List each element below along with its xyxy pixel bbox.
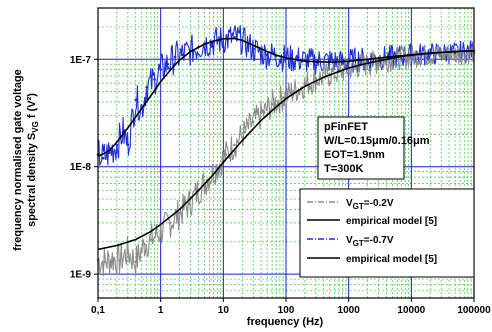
series-blue-point: [126, 143, 130, 147]
y-tick-label: 1E-9: [70, 270, 92, 281]
x-tick-label: 0,1: [91, 305, 105, 316]
series-gray-point: [159, 230, 162, 233]
series-gray-point: [270, 103, 274, 106]
series-gray-point: [168, 221, 172, 225]
series-blue-point: [134, 98, 138, 102]
x-tick-label: 10000: [397, 305, 425, 316]
y-axis-title-tail: f (V²): [26, 93, 38, 121]
series-blue-point: [145, 85, 149, 89]
series-gray-point: [291, 90, 295, 93]
legend-label-4: empirical model [5]: [346, 254, 437, 265]
series-gray-point: [178, 211, 181, 215]
series-blue-point: [153, 78, 156, 81]
series-blue-line: [97, 24, 475, 166]
legend-label-2: empirical model [5]: [346, 216, 437, 227]
series-blue-point: [259, 51, 263, 55]
series-gray-point: [458, 52, 462, 55]
annotation-line-3: EOT=1.9nm: [324, 149, 385, 161]
annotation-line-1: pFinFET: [324, 121, 368, 133]
series-blue-point: [159, 68, 162, 71]
y-axis-title-subscript: VG: [31, 121, 40, 133]
series-blue-point: [173, 55, 177, 59]
series-gray-point: [251, 120, 255, 124]
series-gray-point: [143, 242, 146, 246]
series-blue-point: [180, 53, 184, 57]
legend-label-3: VGT=-0.7V: [346, 235, 394, 248]
series-model-line: [97, 37, 475, 158]
series-gray-point: [187, 202, 190, 206]
annotation-line-4: T=300K: [324, 163, 363, 175]
series-blue-point: [115, 143, 119, 147]
x-axis-title: frequency (Hz): [247, 316, 324, 328]
series-layer: [96, 24, 476, 277]
x-tick-label: 100000: [457, 305, 491, 316]
series-gray-point: [224, 153, 228, 156]
y-tick-label: 1E-7: [70, 55, 92, 66]
annotation-box: pFinFET W/L=0.15μm/0.16μm EOT=1.9nm T=30…: [317, 116, 430, 180]
annotation-line-2: W/L=0.15μm/0.16μm: [324, 135, 430, 147]
series-gray-point: [134, 260, 138, 264]
series-gray-point: [149, 238, 153, 241]
series-gray-point: [118, 258, 121, 262]
x-tick-label: 10: [218, 305, 230, 316]
legend: VGT=-0.2V empirical model [5] VGT=-0.7V …: [299, 188, 475, 278]
legend-label-1: VGT=-0.2V: [346, 198, 394, 211]
y-axis-title-line-1: frequency normalised gate voltage: [12, 69, 24, 251]
series-blue-point: [166, 62, 170, 66]
y-tick-label: 1E-8: [70, 162, 92, 173]
series-gray-point: [103, 260, 107, 264]
series-gray-point: [111, 257, 114, 260]
series-gray-point: [233, 143, 236, 147]
series-gray-point: [262, 111, 266, 114]
y-axis-title-line-2: spectral density SVG f (V²): [26, 93, 40, 227]
x-tick-label: 100: [278, 305, 295, 316]
series-gray-point: [444, 52, 447, 56]
tick-layer: 0,1 1 10 100 1000 10000 100000 1E-9 1E-8 1E-7: [70, 55, 491, 316]
series-gray-point: [243, 130, 247, 134]
series-blue-point: [101, 156, 105, 160]
x-tick-label: 1: [158, 305, 164, 316]
series-gray-point: [281, 96, 285, 99]
series-gray-point: [215, 165, 219, 169]
y-axis-title-main: spectral density S: [26, 133, 38, 227]
series-blue-point: [265, 53, 269, 57]
series-blue-point: [251, 47, 255, 51]
series-blue-point: [328, 59, 332, 62]
x-tick-label: 1000: [338, 305, 361, 316]
series-blue-point: [246, 43, 250, 47]
series-gray-point: [126, 250, 130, 254]
